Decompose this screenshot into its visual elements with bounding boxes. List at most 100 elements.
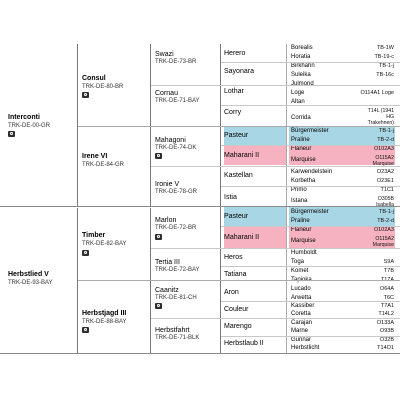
- gen5-row[interactable]: Korbetha O23E1: [289, 177, 395, 186]
- gen5-row[interactable]: Horatia TB-19-c: [289, 53, 395, 62]
- gen5-row[interactable]: Julmond: [289, 80, 395, 89]
- gen5-name: Istana: [291, 198, 308, 204]
- gen5-name: Julmond: [291, 81, 314, 87]
- gen5-row[interactable]: Humboldt: [289, 249, 395, 258]
- divider: [151, 166, 400, 167]
- gen5-row[interactable]: Bürgermeister TB-1-j: [289, 127, 395, 136]
- gen5-code: TB-1-j: [379, 128, 394, 134]
- gen5-row[interactable]: Coretta T14L2: [289, 310, 395, 319]
- gen5-name: Komet: [291, 268, 309, 274]
- photo-icon[interactable]: [82, 250, 89, 256]
- gen5-code: O64A: [379, 286, 394, 292]
- gen5-row[interactable]: Marquise O115A2 Marquise: [289, 235, 395, 248]
- gen5-code: O133A: [376, 320, 394, 326]
- gen4-horse-name[interactable]: Sayonara: [224, 68, 254, 75]
- connector-line: [286, 44, 287, 353]
- gen5-row[interactable]: Marne O93B: [289, 327, 395, 336]
- photo-icon[interactable]: [8, 131, 15, 137]
- gen4-horse-name[interactable]: Kastellan: [224, 172, 253, 179]
- divider: [221, 145, 400, 146]
- gen5-name: Gunnar: [291, 337, 312, 343]
- gen5-row[interactable]: Suleika TB-16c: [289, 71, 395, 80]
- gen1-horse-name[interactable]: Interconti: [8, 114, 40, 121]
- gen3-horse-name[interactable]: Caanitz: [155, 287, 179, 294]
- gen5-row[interactable]: Primo T1C1: [289, 186, 395, 195]
- gen4-sire-highlight: [224, 207, 286, 226]
- gen5-row[interactable]: Loge O114A1 Loge: [289, 89, 395, 98]
- gen3-horse-name[interactable]: Mahagoni: [155, 137, 186, 144]
- gen3-horse-reg: TRK-DE-71-BAY: [155, 98, 200, 104]
- gen3-horse-name[interactable]: Ironie V: [155, 181, 180, 188]
- gen5-row[interactable]: Bürgermeister TB-1-j: [289, 208, 395, 217]
- gen5-name: Humboldt: [291, 250, 317, 256]
- gen5-row[interactable]: Flaneur O102A3: [289, 145, 395, 154]
- gen1-horse-name[interactable]: Herbstlied V: [8, 271, 49, 278]
- gen5-row[interactable]: Flaneur O102A3: [289, 226, 395, 235]
- gen3-horse-reg: TRK-DE-71-BLK: [155, 335, 200, 341]
- gen5-row[interactable]: Toga S9A: [289, 258, 395, 267]
- gen5-row[interactable]: Praline TB-2-d: [289, 136, 395, 145]
- connector-line: [150, 208, 151, 280]
- gen4-horse-name[interactable]: Maharani II: [224, 234, 260, 241]
- gen4-horse-name[interactable]: Tatiana: [224, 271, 247, 278]
- gen5-row[interactable]: Birkhahn TB-1-j: [289, 62, 395, 71]
- gen4-horse-name[interactable]: Couleur: [224, 306, 249, 313]
- gen5-code: TB-1-j: [379, 209, 394, 215]
- gen2-horse-name[interactable]: Irene VI: [82, 153, 108, 160]
- gen4-horse-name[interactable]: Heros: [224, 254, 243, 261]
- connector-line: [150, 44, 151, 126]
- photo-icon[interactable]: [155, 153, 162, 159]
- gen3-horse-name[interactable]: Herbstfahrt: [155, 327, 190, 334]
- gen3-horse-name[interactable]: Tertia III: [155, 259, 180, 266]
- gen5-name: Herbstlicht: [291, 345, 320, 351]
- gen5-row[interactable]: Marquise O115A2 Marquise: [289, 154, 395, 167]
- gen5-row[interactable]: Komet T7B: [289, 267, 395, 276]
- gen4-horse-name[interactable]: Istia: [224, 194, 237, 201]
- gen4-horse-name[interactable]: Corry: [224, 109, 242, 116]
- gen3-horse-reg: TRK-DE-74-DK: [155, 145, 197, 151]
- gen5-code: TB-1-j: [379, 63, 394, 69]
- gen5-row[interactable]: Arwetta T6C: [289, 294, 395, 303]
- gen5-row[interactable]: Carajan O133A: [289, 319, 395, 328]
- photo-icon[interactable]: [82, 92, 89, 98]
- gen5-row[interactable]: Lucado O64A: [289, 285, 395, 294]
- gen5-code: O23E1: [376, 178, 394, 184]
- divider: [151, 248, 400, 249]
- divider: [151, 318, 400, 319]
- gen5-code: T14L2: [378, 311, 394, 317]
- gen5-row[interactable]: Kassiber T7A1: [289, 302, 395, 311]
- gen3-horse-name[interactable]: Cornau: [155, 90, 178, 97]
- gen5-row[interactable]: Praline TB-2-d: [289, 217, 395, 226]
- gen3-horse-name[interactable]: Marlon: [155, 217, 177, 224]
- gen5-row[interactable]: Gunnar O32B: [289, 336, 395, 345]
- gen5-row[interactable]: Istana O305B Isabella: [289, 195, 395, 208]
- photo-icon[interactable]: [82, 327, 89, 333]
- gen2-horse-name[interactable]: Timber: [82, 232, 106, 239]
- gen5-code: T14O1: [377, 345, 394, 351]
- gen4-horse-name[interactable]: Herero: [224, 50, 246, 57]
- gen5-name: Arwetta: [291, 295, 312, 301]
- gen3-horse-name[interactable]: Swazi: [155, 51, 174, 58]
- gen5-row[interactable]: Karwendelstein O23A2: [289, 168, 395, 177]
- gen5-row[interactable]: Herbstlicht T14O1: [289, 344, 395, 353]
- gen5-row[interactable]: Borealis TB-1W: [289, 44, 395, 53]
- gen4-horse-name[interactable]: Pasteur: [224, 213, 249, 220]
- gen5-row[interactable]: Corrida T14L (1941 HG Trakehnen): [289, 107, 395, 126]
- gen4-horse-name[interactable]: Lothar: [224, 88, 244, 95]
- gen5-code: O23A2: [376, 169, 394, 175]
- gen4-horse-name[interactable]: Aron: [224, 289, 239, 296]
- gen4-horse-name[interactable]: Marengo: [224, 323, 252, 330]
- gen4-horse-name[interactable]: Herbstlaub II: [224, 340, 264, 347]
- divider: [221, 336, 400, 337]
- gen5-row[interactable]: Altan: [289, 98, 395, 107]
- gen5-code: TB-2-d: [377, 218, 394, 224]
- connector-line: [220, 44, 221, 353]
- gen4-horse-name[interactable]: Pasteur: [224, 132, 249, 139]
- photo-icon[interactable]: [155, 303, 162, 309]
- photo-icon[interactable]: [155, 234, 162, 240]
- gen5-name: Birkhahn: [291, 63, 315, 69]
- gen2-horse-name[interactable]: Consul: [82, 75, 106, 82]
- gen4-horse-name[interactable]: Maharani II: [224, 152, 260, 159]
- gen2-horse-name[interactable]: Herbstjagd III: [82, 310, 127, 317]
